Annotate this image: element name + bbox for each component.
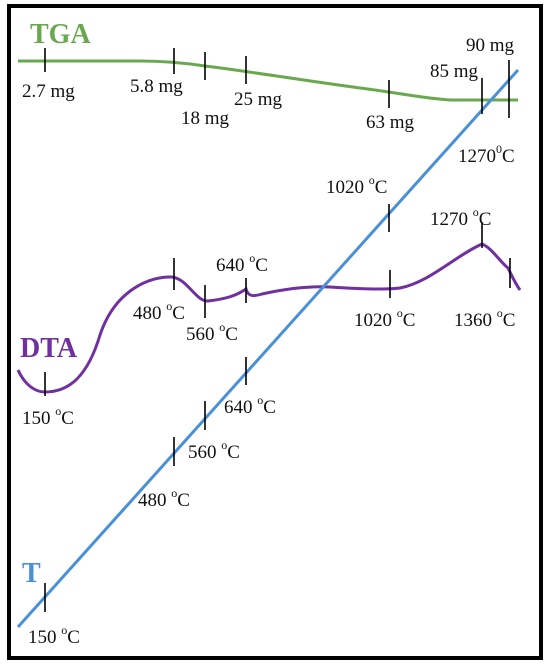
marker-value: 18 mg	[181, 108, 230, 129]
marker-unit: C	[227, 442, 240, 463]
dta-marker-label: 640 oC	[216, 251, 268, 276]
marker-value: 480	[133, 303, 166, 324]
marker-value: 63 mg	[366, 112, 415, 133]
marker-degree: o	[497, 306, 503, 320]
series-title-dta: DTA	[20, 333, 78, 364]
marker-value: 640	[224, 397, 257, 418]
series-title-tga: TGA	[30, 19, 91, 50]
marker-unit: C	[67, 627, 80, 648]
tga-marker-label: 90 mg	[466, 35, 515, 56]
marker-unit: C	[503, 310, 516, 331]
marker-degree: o	[369, 173, 375, 187]
marker-value: 560	[186, 324, 219, 345]
series-title-t: T	[22, 558, 41, 589]
marker-value: 1020	[326, 177, 369, 198]
tga-marker-label: 2.7 mg	[22, 81, 75, 102]
tga-marker-label: 5.8 mg	[130, 76, 183, 97]
dta-marker-label: 1270 oC	[430, 205, 491, 230]
marker-value: 150	[22, 408, 55, 429]
marker-unit: C	[177, 490, 190, 511]
marker-unit: C	[479, 209, 492, 230]
marker-value: 25 mg	[234, 89, 283, 110]
marker-degree: o	[397, 306, 403, 320]
marker-value: 5.8 mg	[130, 76, 183, 97]
marker-degree: o	[219, 320, 225, 334]
marker-value: 85 mg	[430, 61, 479, 82]
dta-marker-label: 560 oC	[186, 320, 238, 345]
tga-marker-label: 85 mg	[430, 61, 479, 82]
marker-degree: o	[166, 299, 172, 313]
marker-value: 1360	[454, 310, 497, 331]
tga-marker-label: 12700C	[458, 142, 515, 167]
marker-degree: o	[171, 486, 177, 500]
marker-unit: C	[225, 324, 238, 345]
marker-degree: o	[249, 251, 255, 265]
tga-marker-label: 18 mg	[181, 108, 230, 129]
t-marker-label: 1020 oC	[326, 173, 387, 198]
marker-value: 2.7 mg	[22, 81, 75, 102]
t-marker-label: 640 oC	[224, 393, 276, 418]
marker-unit: C	[172, 303, 185, 324]
marker-unit: C	[61, 408, 74, 429]
marker-value: 480	[138, 490, 171, 511]
t-marker-label: 150 oC	[28, 623, 80, 648]
marker-unit: C	[263, 397, 276, 418]
t-marker-label: 560 oC	[188, 438, 240, 463]
tga-marker-label: 25 mg	[234, 89, 283, 110]
marker-value: 150	[28, 627, 61, 648]
dta-marker-label: 1020 oC	[354, 306, 415, 331]
marker-value: 1270	[458, 146, 496, 167]
chart-border	[7, 4, 543, 660]
t-marker-label: 480 oC	[138, 486, 190, 511]
t-line	[16, 68, 520, 629]
dta-marker-label: 480 oC	[133, 299, 185, 324]
tga-marker-label: 63 mg	[366, 112, 415, 133]
marker-degree: o	[473, 205, 479, 219]
marker-degree: o	[221, 438, 227, 452]
marker-value: 560	[188, 442, 221, 463]
marker-unit: C	[255, 255, 268, 276]
marker-degree: o	[55, 404, 61, 418]
marker-value: 90 mg	[466, 35, 515, 56]
marker-degree: o	[61, 623, 67, 637]
marker-value: 1020	[354, 310, 397, 331]
marker-value: 640	[216, 255, 249, 276]
dta-marker-label: 1360 oC	[454, 306, 515, 331]
marker-unit: C	[403, 310, 416, 331]
marker-unit: C	[502, 146, 515, 167]
marker-degree: o	[257, 393, 263, 407]
marker-unit: C	[375, 177, 388, 198]
marker-degree: 0	[496, 142, 502, 156]
dta-marker-label: 150 oC	[22, 404, 74, 429]
tga-curve	[18, 59, 518, 102]
marker-value: 1270	[430, 209, 473, 230]
